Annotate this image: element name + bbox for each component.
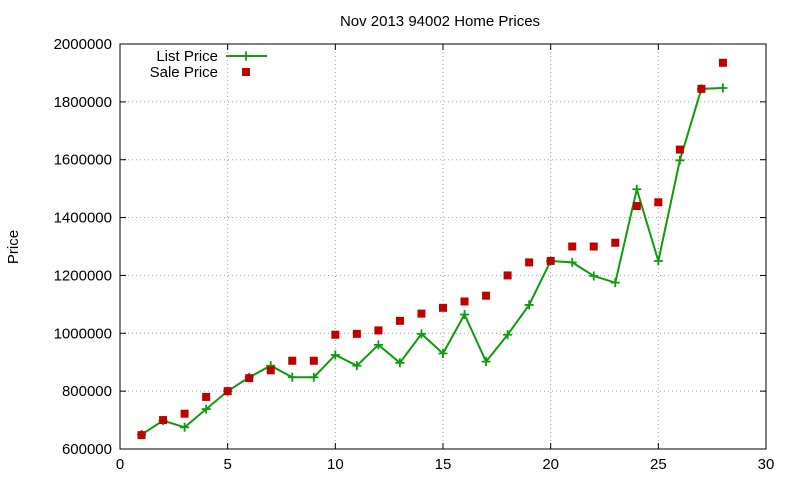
sale-price-point bbox=[632, 202, 641, 210]
sale-price-point bbox=[223, 387, 232, 396]
list-price-point bbox=[653, 256, 663, 266]
tick-labels: 0 5 10 15 20 25 30 600000 800000 1000000 1200000 14… bbox=[54, 36, 775, 473]
sale-price-point bbox=[718, 58, 727, 67]
sale-price-point bbox=[654, 198, 663, 207]
sale-price-point bbox=[546, 256, 555, 265]
y-tick-label: 1200000 bbox=[54, 267, 112, 284]
list-price-point bbox=[438, 349, 448, 359]
list-price-point bbox=[373, 340, 383, 350]
y-tick-label: 600000 bbox=[62, 441, 112, 458]
list-price-point bbox=[309, 372, 319, 382]
list-price-point bbox=[352, 361, 362, 371]
x-tick-label: 20 bbox=[542, 456, 559, 473]
legend-marker-sale-price bbox=[242, 68, 250, 76]
list-price-point bbox=[589, 271, 599, 281]
sale-price-point bbox=[180, 409, 189, 418]
list-price-point bbox=[675, 155, 685, 165]
sale-price-point bbox=[395, 316, 404, 325]
x-tick-label: 15 bbox=[435, 456, 452, 473]
y-tick-label: 1000000 bbox=[54, 325, 112, 342]
axes bbox=[119, 43, 767, 450]
list-price-point bbox=[201, 404, 211, 414]
sale-price-point bbox=[482, 291, 491, 300]
sale-price-point bbox=[137, 431, 146, 440]
list-price-point bbox=[610, 278, 620, 288]
sale-price-point bbox=[374, 326, 383, 335]
list-price-point bbox=[567, 257, 577, 267]
x-tick-label: 25 bbox=[650, 456, 667, 473]
list-price-point bbox=[632, 184, 642, 194]
x-tick-label: 5 bbox=[223, 456, 231, 473]
sale-price-point bbox=[503, 271, 512, 280]
sale-price-point bbox=[697, 84, 706, 93]
legend-label-list-price: List Price bbox=[156, 48, 218, 65]
list-price-point bbox=[718, 83, 728, 93]
sale-price-point bbox=[245, 374, 254, 383]
sale-price-point bbox=[525, 258, 534, 267]
sale-price-point bbox=[352, 329, 361, 338]
list-price-point bbox=[524, 300, 534, 310]
list-price-point bbox=[330, 350, 340, 360]
sale-price-point bbox=[460, 297, 469, 306]
y-tick-label: 1600000 bbox=[54, 152, 112, 169]
grid bbox=[120, 44, 766, 449]
x-tick-label: 30 bbox=[758, 456, 775, 473]
y-tick-label: 2000000 bbox=[54, 36, 112, 53]
sale-price-point bbox=[309, 356, 318, 365]
list-price-point bbox=[395, 358, 405, 368]
list-price-point bbox=[287, 372, 297, 382]
chart-title: Nov 2013 94002 Home Prices bbox=[340, 13, 540, 30]
y-tick-label: 800000 bbox=[62, 383, 112, 400]
legend-marker-list-price bbox=[241, 51, 251, 61]
sale-price-point bbox=[331, 330, 340, 339]
sale-price-point bbox=[611, 238, 620, 247]
data-series bbox=[137, 58, 728, 440]
list-price-point bbox=[460, 309, 470, 319]
list-price-point bbox=[481, 357, 491, 367]
legend-label-sale-price: Sale Price bbox=[150, 64, 218, 81]
list-price-point bbox=[416, 329, 426, 339]
list-price-point bbox=[180, 422, 190, 432]
sale-price-point bbox=[439, 303, 447, 312]
sale-price-point bbox=[202, 392, 211, 401]
sale-price-point bbox=[675, 145, 684, 154]
sale-price-point bbox=[589, 242, 598, 251]
y-axis-label: Price bbox=[5, 230, 22, 264]
sale-price-point bbox=[288, 356, 297, 365]
sale-price-point bbox=[568, 242, 577, 251]
y-tick-label: 1400000 bbox=[54, 210, 112, 227]
list-price-point bbox=[503, 330, 513, 340]
sale-price-point bbox=[266, 366, 275, 375]
sale-price-point bbox=[417, 309, 426, 318]
y-tick-label: 1800000 bbox=[54, 94, 112, 111]
sale-price-point bbox=[159, 416, 168, 425]
x-tick-label: 0 bbox=[116, 456, 124, 473]
x-tick-label: 10 bbox=[327, 456, 344, 473]
list-price-line bbox=[140, 86, 723, 436]
